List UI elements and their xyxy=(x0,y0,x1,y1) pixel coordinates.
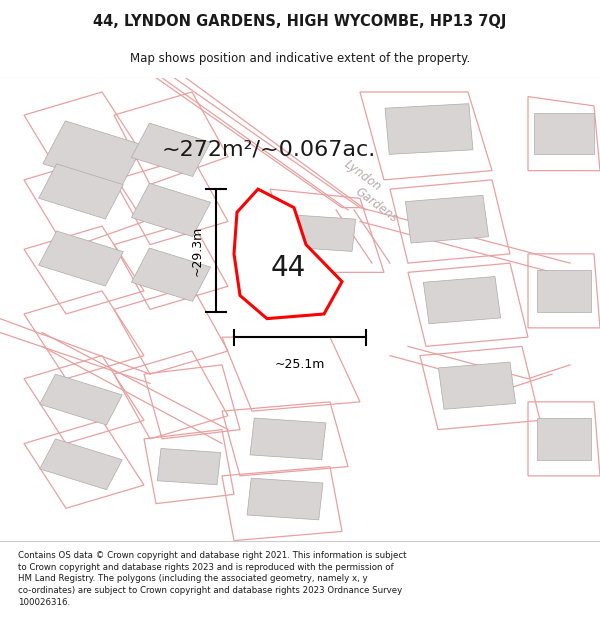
Polygon shape xyxy=(439,362,515,409)
Polygon shape xyxy=(157,449,221,485)
Polygon shape xyxy=(43,121,143,188)
Polygon shape xyxy=(534,112,594,154)
Polygon shape xyxy=(131,248,211,301)
Polygon shape xyxy=(40,374,122,425)
Text: ~29.3m: ~29.3m xyxy=(190,225,203,276)
Polygon shape xyxy=(38,231,124,286)
Text: Gardens: Gardens xyxy=(353,185,400,226)
Polygon shape xyxy=(131,183,211,237)
Polygon shape xyxy=(385,104,473,154)
Text: 44: 44 xyxy=(271,254,305,282)
Text: Map shows position and indicative extent of the property.: Map shows position and indicative extent… xyxy=(130,52,470,65)
Polygon shape xyxy=(406,196,488,243)
Polygon shape xyxy=(40,439,122,490)
Polygon shape xyxy=(286,215,356,251)
Polygon shape xyxy=(247,478,323,520)
Polygon shape xyxy=(131,123,211,176)
Polygon shape xyxy=(537,270,591,312)
Polygon shape xyxy=(38,164,124,219)
Text: Contains OS data © Crown copyright and database right 2021. This information is : Contains OS data © Crown copyright and d… xyxy=(18,551,407,607)
Polygon shape xyxy=(234,189,342,319)
Text: Lyndon: Lyndon xyxy=(342,157,384,193)
Polygon shape xyxy=(250,418,326,460)
Polygon shape xyxy=(537,418,591,460)
Polygon shape xyxy=(424,276,500,324)
Text: 44, LYNDON GARDENS, HIGH WYCOMBE, HP13 7QJ: 44, LYNDON GARDENS, HIGH WYCOMBE, HP13 7… xyxy=(94,14,506,29)
Text: ~25.1m: ~25.1m xyxy=(275,358,325,371)
Text: ~272m²/~0.067ac.: ~272m²/~0.067ac. xyxy=(162,140,376,160)
